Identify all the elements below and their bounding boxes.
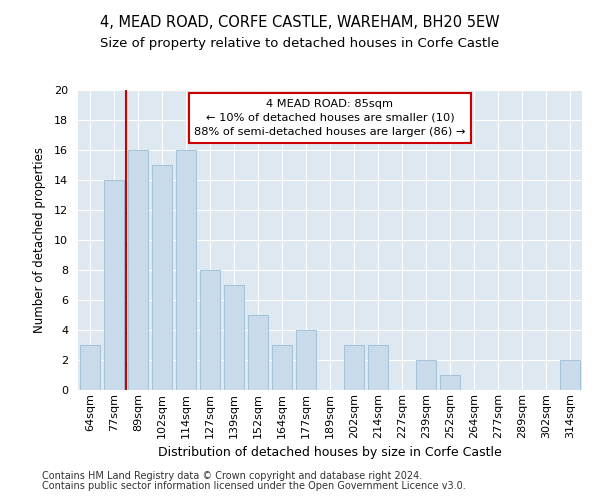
Text: 4 MEAD ROAD: 85sqm
← 10% of detached houses are smaller (10)
88% of semi-detache: 4 MEAD ROAD: 85sqm ← 10% of detached hou… [194, 99, 466, 137]
Text: Contains public sector information licensed under the Open Government Licence v3: Contains public sector information licen… [42, 481, 466, 491]
Bar [248, 315, 268, 390]
Bar [296, 330, 316, 390]
Bar [152, 165, 172, 390]
Bar [200, 270, 220, 390]
Bar [368, 345, 388, 390]
Bar [224, 285, 244, 390]
Text: 4, MEAD ROAD, CORFE CASTLE, WAREHAM, BH20 5EW: 4, MEAD ROAD, CORFE CASTLE, WAREHAM, BH2… [100, 15, 500, 30]
Bar [128, 150, 148, 390]
Bar [104, 180, 124, 390]
Bar [344, 345, 364, 390]
Bar [272, 345, 292, 390]
Text: Contains HM Land Registry data © Crown copyright and database right 2024.: Contains HM Land Registry data © Crown c… [42, 471, 422, 481]
Y-axis label: Number of detached properties: Number of detached properties [33, 147, 46, 333]
Text: Size of property relative to detached houses in Corfe Castle: Size of property relative to detached ho… [100, 38, 500, 51]
Bar [416, 360, 436, 390]
Bar [440, 375, 460, 390]
Bar [176, 150, 196, 390]
Bar [80, 345, 100, 390]
X-axis label: Distribution of detached houses by size in Corfe Castle: Distribution of detached houses by size … [158, 446, 502, 459]
Bar [560, 360, 580, 390]
